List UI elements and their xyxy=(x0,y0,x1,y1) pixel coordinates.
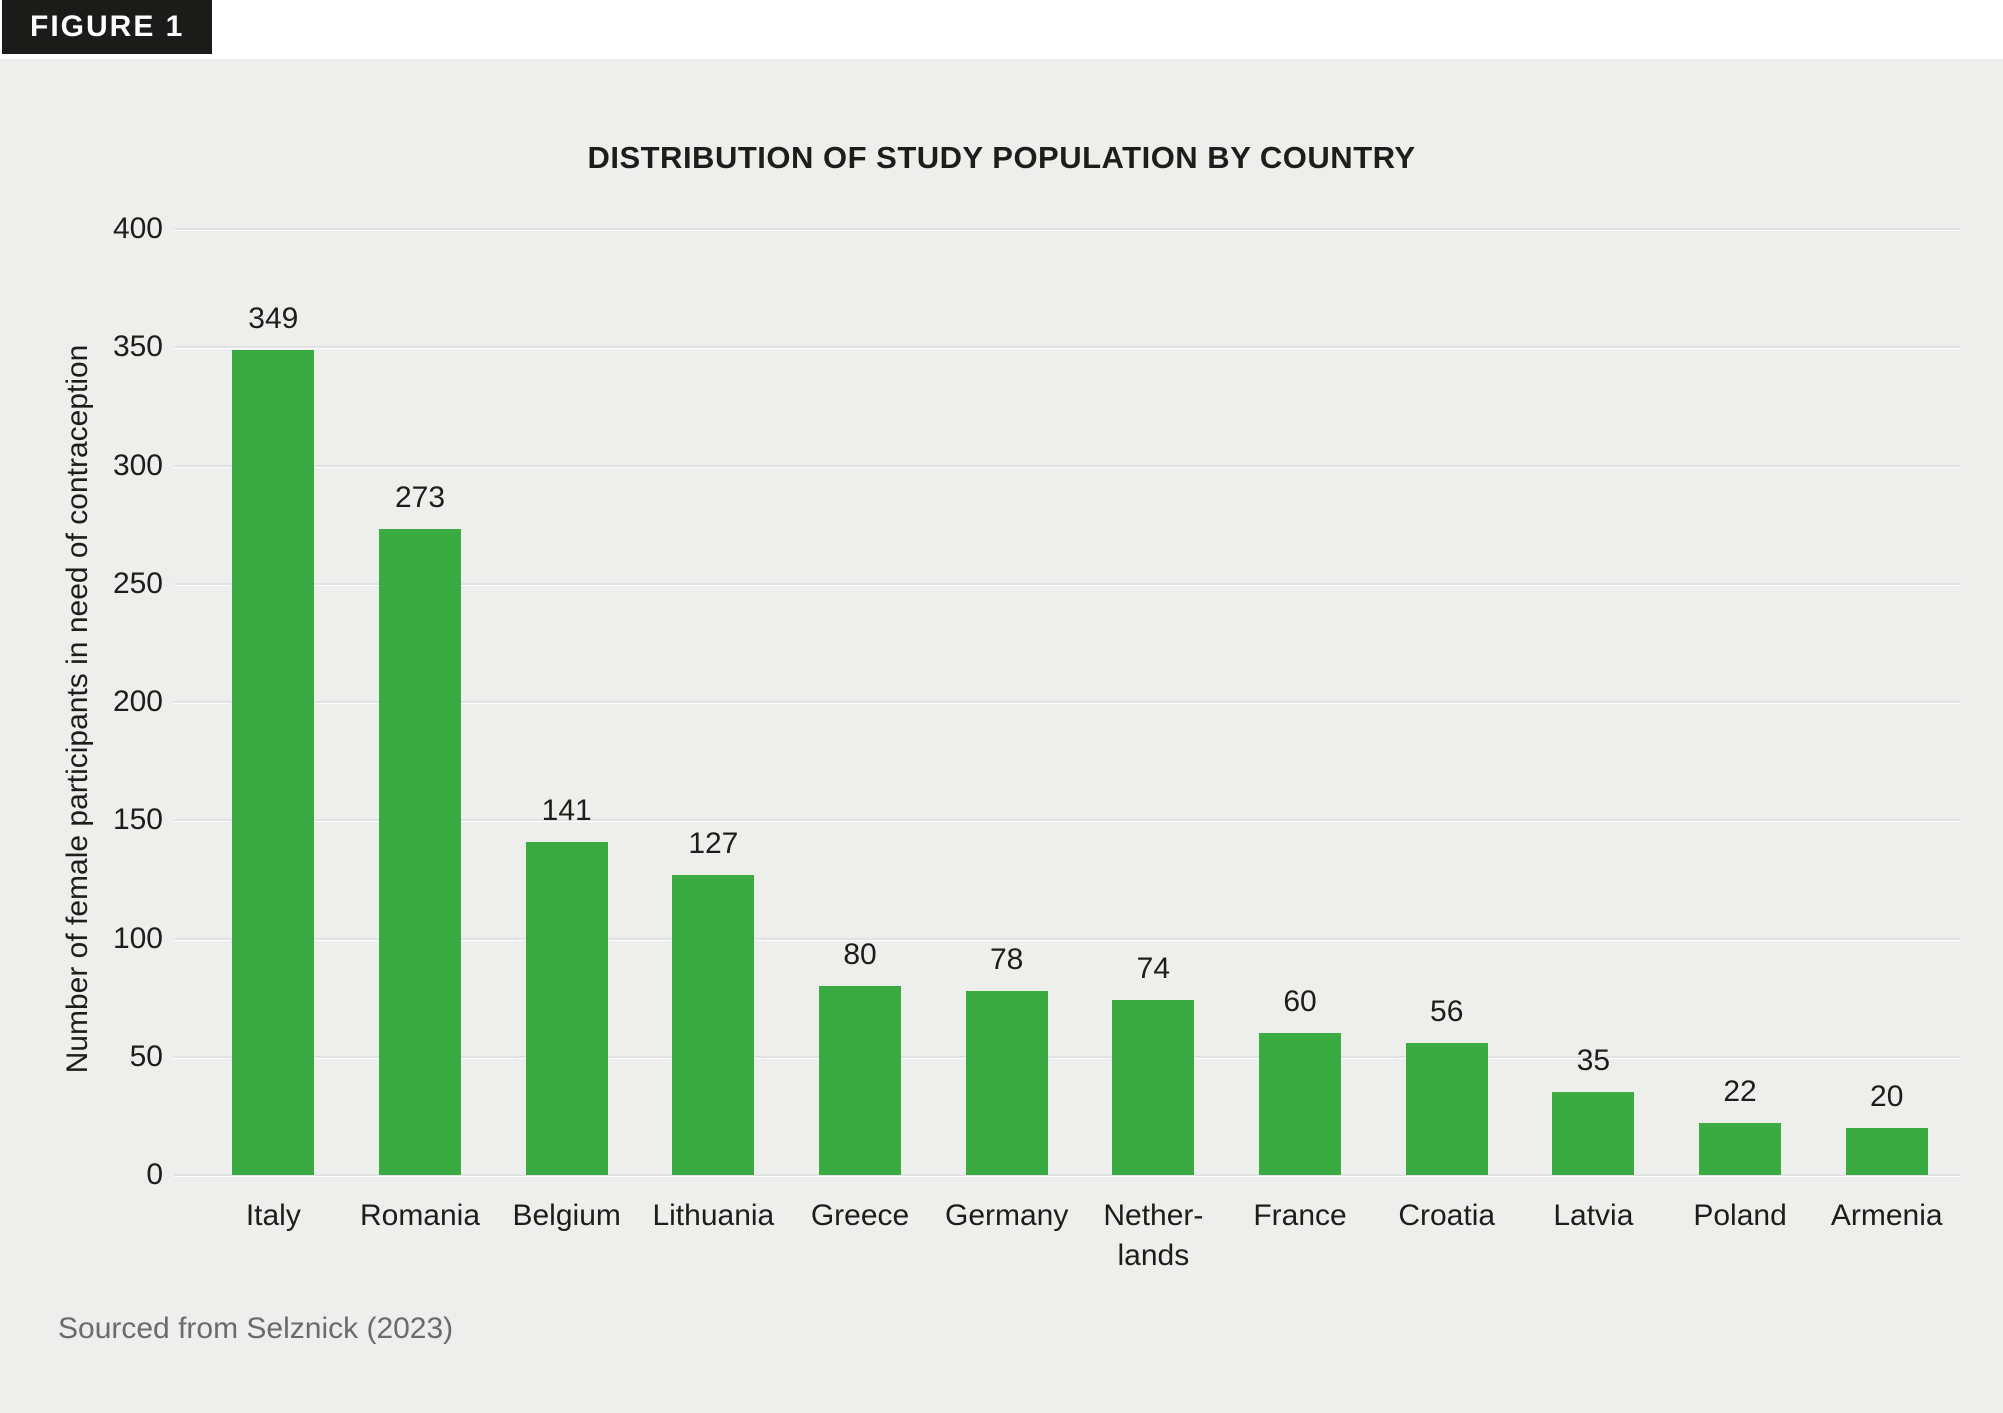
bar-value-label: 80 xyxy=(843,937,877,971)
bar-slot: 35 xyxy=(1520,229,1667,1175)
y-tick-label-300: 300 xyxy=(112,448,163,482)
gridline-100 xyxy=(174,937,1960,940)
bar xyxy=(1259,1033,1342,1175)
y-tick-label-100: 100 xyxy=(112,921,163,955)
x-axis-label: Latvia xyxy=(1553,1199,1634,1232)
bar-slot: 56 xyxy=(1373,229,1520,1175)
y-tick-label-400: 400 xyxy=(112,212,163,245)
bar-slot: 273 xyxy=(347,229,494,1175)
x-axis-label: Germany xyxy=(945,1199,1069,1232)
bar xyxy=(379,529,461,1175)
bar-value-label: 22 xyxy=(1723,1074,1757,1108)
bar-value-label: 127 xyxy=(688,826,739,860)
gridline-50 xyxy=(174,1055,1960,1058)
gridline-200 xyxy=(174,701,1960,703)
bar-slot: 74 xyxy=(1080,229,1227,1175)
bar xyxy=(672,874,755,1175)
gridline-350 xyxy=(174,346,1960,349)
y-tick-label-350: 350 xyxy=(112,330,163,364)
bar xyxy=(1699,1122,1782,1175)
bar-slot: 141 xyxy=(493,229,640,1175)
bar-slot: 78 xyxy=(933,229,1080,1175)
y-tick-label-250: 250 xyxy=(112,566,163,600)
bar xyxy=(232,349,315,1175)
y-tick-label-200: 200 xyxy=(112,685,163,718)
top-band: FIGURE 1 xyxy=(0,0,2003,59)
bar xyxy=(1112,1000,1195,1175)
chart-title: DISTRIBUTION OF STUDY POPULATION BY COUN… xyxy=(587,140,1416,175)
gridline-300 xyxy=(174,464,1960,467)
gridline-150 xyxy=(174,819,1960,822)
figure-badge: FIGURE 1 xyxy=(2,0,213,54)
x-axis-label: Italy xyxy=(245,1199,301,1232)
bar-slot: 20 xyxy=(1813,229,1960,1175)
bar xyxy=(1552,1092,1635,1175)
bar-slot: 349 xyxy=(200,229,347,1175)
bar xyxy=(525,841,608,1175)
bar xyxy=(819,985,902,1175)
x-axis-label: Lithuania xyxy=(652,1199,775,1232)
bar-value-label: 20 xyxy=(1870,1079,1904,1113)
bar-value-label: 35 xyxy=(1576,1044,1611,1078)
source-note: Sourced from Selznick (2023) xyxy=(58,1312,454,1345)
gridline-400 xyxy=(174,228,1960,230)
chart-panel: DISTRIBUTION OF STUDY POPULATION BY COUN… xyxy=(0,59,2003,1413)
x-axis-label: Armenia xyxy=(1830,1199,1943,1232)
bar-slot: 60 xyxy=(1227,229,1374,1175)
x-axis-label: Poland xyxy=(1693,1199,1787,1232)
y-tick-label-50: 50 xyxy=(129,1039,163,1073)
bar-value-label: 141 xyxy=(541,793,592,827)
bar-slot: 80 xyxy=(787,229,934,1175)
bar-value-label: 349 xyxy=(248,301,299,335)
bar xyxy=(1405,1042,1488,1175)
bar-value-label: 78 xyxy=(990,942,1024,976)
bar-value-label: 273 xyxy=(394,481,446,515)
x-axis-labels: Italy Romania Belgium Lithuania Greece German… xyxy=(200,1196,1960,1276)
x-axis-label: Romania xyxy=(359,1199,481,1232)
x-axis-label: Croatia xyxy=(1398,1199,1496,1232)
bar-value-label: 74 xyxy=(1136,952,1171,985)
bar-value-label: 56 xyxy=(1430,994,1464,1028)
bar-series: 349 273 141 127 80 78 74 60 56 35 22 20 xyxy=(200,229,1960,1175)
bar xyxy=(965,990,1048,1175)
y-tick-label-150: 150 xyxy=(112,803,163,837)
x-axis-label: France xyxy=(1253,1199,1347,1232)
x-axis-label: Greece xyxy=(810,1199,910,1232)
bar xyxy=(1845,1127,1928,1175)
plot-area: 349 273 141 127 80 78 74 60 56 35 22 20 xyxy=(174,228,1960,1176)
bar-slot: 22 xyxy=(1667,229,1814,1175)
y-tick-label-0: 0 xyxy=(146,1158,163,1191)
gridline-250 xyxy=(174,582,1960,585)
y-axis-ticks: 0 50 100 150 200 250 300 350 400 xyxy=(0,212,163,1191)
bar-value-label: 60 xyxy=(1283,985,1317,1019)
gridline-0 xyxy=(174,1174,1960,1176)
x-axis-label: Belgium xyxy=(512,1199,621,1232)
x-axis-label: Nether- lands xyxy=(1103,1199,1204,1272)
bar-slot: 127 xyxy=(640,229,787,1175)
